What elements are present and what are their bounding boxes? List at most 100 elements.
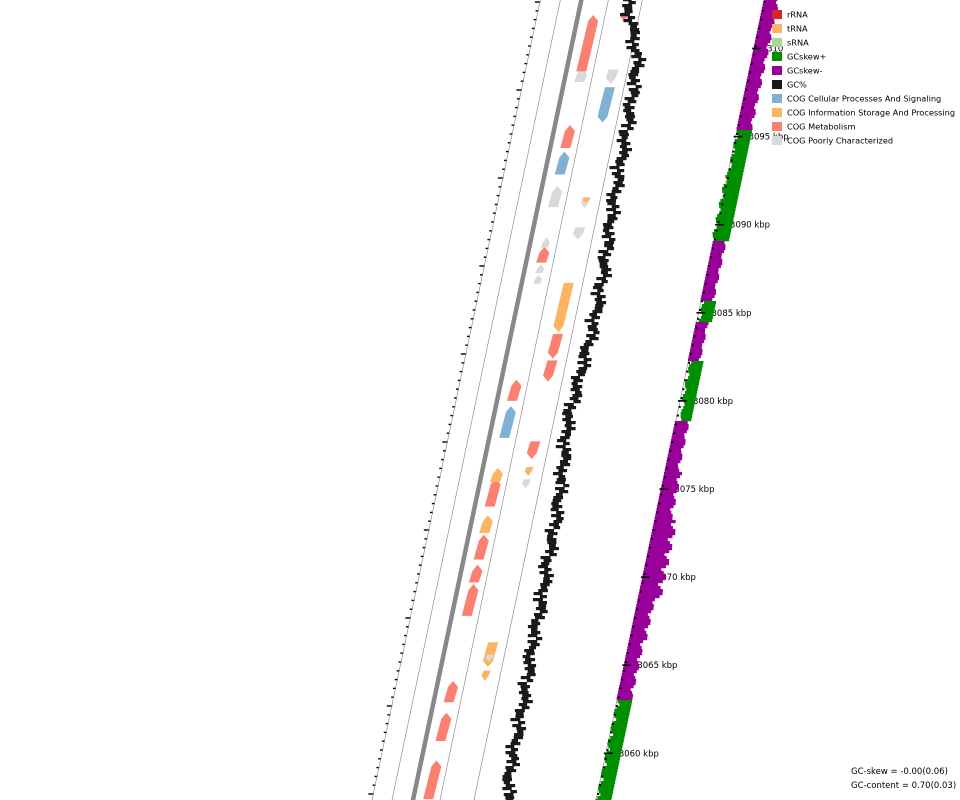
gc-content-bar: [594, 307, 603, 311]
gc-content-bar: [606, 199, 617, 203]
gc-content-bar: [502, 778, 513, 782]
gc-skew-bar: [606, 763, 619, 767]
gc-content-bar: [626, 118, 634, 122]
gc-content-bar: [505, 784, 516, 788]
gc-content-bar: [627, 100, 637, 104]
gc-skew-bar: [721, 187, 740, 191]
tick-mark: [730, 159, 733, 162]
gc-skew-bar: [711, 244, 726, 248]
gc-skew-bar: [614, 715, 629, 719]
gc-skew-bar: [621, 676, 636, 680]
tick-mark: [732, 150, 735, 153]
gc-skew-bar: [607, 742, 624, 746]
gc-skew-bar: [749, 64, 765, 68]
gc-skew-bar: [613, 733, 626, 737]
gc-content-bar: [506, 769, 517, 773]
gc-content-bar: [521, 697, 529, 701]
gc-skew-bar: [683, 400, 696, 404]
gc-skew-bar: [670, 439, 686, 443]
gc-skew-bar: [686, 388, 698, 392]
gc-content-bar: [503, 793, 514, 797]
gc-content-bar: [605, 232, 615, 236]
gc-content-bar: [502, 787, 512, 791]
gc-skew-bar: [694, 325, 708, 329]
gc-content-track: [502, 0, 647, 800]
gene-feature: [582, 197, 591, 203]
gc-content-bar: [613, 181, 623, 185]
gc-content-bar: [510, 748, 519, 752]
tick-mark: [717, 221, 720, 223]
legend-label: sRNA: [787, 38, 809, 48]
tick-mark: [663, 476, 666, 479]
gc-content-bar: [599, 265, 609, 269]
gene-feature: [597, 87, 615, 123]
gc-skew-bar: [730, 160, 746, 164]
gc-content-bar: [607, 220, 615, 224]
gc-skew-bar: [705, 277, 720, 281]
gc-content-bar: [634, 64, 645, 68]
legend-swatch: [772, 52, 782, 61]
gc-skew-bar: [737, 133, 752, 137]
tick-mark: [641, 581, 644, 584]
gc-skew-bar: [753, 49, 769, 53]
gc-skew-bar: [714, 238, 730, 242]
gc-skew-bar: [634, 610, 652, 614]
gc-skew-bar: [611, 724, 627, 728]
gc-content-bar: [609, 238, 616, 242]
gc-skew-bar: [637, 598, 655, 602]
gc-skew-bar: [716, 220, 734, 224]
gc-skew-bar: [693, 331, 705, 335]
gc-content-bar: [591, 316, 600, 320]
tick-mark: [658, 502, 661, 505]
gc-skew-bar: [689, 364, 703, 368]
gc-skew-bar: [601, 775, 617, 779]
tick-mark: [619, 687, 622, 690]
gc-skew-bar: [618, 688, 631, 692]
gc-content-bar: [541, 562, 550, 566]
legend-label: tRNA: [787, 24, 808, 34]
gc-content-bar: [563, 403, 574, 407]
gc-content-bar: [606, 208, 617, 212]
gc-skew-bar: [617, 694, 634, 698]
gc-content-bar: [552, 499, 562, 503]
gc-skew-bar: [633, 619, 651, 623]
gc-skew-bar: [740, 109, 756, 113]
gc-content-bar: [506, 760, 517, 764]
gc-skew-bar: [763, 0, 778, 2]
gc-skew-bar: [611, 730, 626, 734]
gc-skew-bar: [701, 292, 716, 296]
gc-skew-bar: [691, 343, 702, 347]
gc-content-bar: [538, 589, 548, 593]
gc-skew-bar: [756, 31, 770, 35]
gc-content-bar: [513, 736, 524, 740]
gc-skew-bar: [728, 169, 744, 173]
gc-content-bar: [621, 124, 631, 128]
gc-content-bar: [614, 175, 625, 179]
gc-skew-bar: [604, 757, 621, 761]
gc-content-bar: [525, 658, 536, 662]
gc-skew-bar: [742, 97, 759, 101]
gc-content-bar: [589, 313, 598, 317]
gc-skew-bar: [674, 421, 688, 425]
gc-skew-bar: [657, 502, 676, 506]
gc-skew-bar: [760, 13, 775, 17]
gc-content-bar: [580, 346, 589, 350]
gc-content-bar: [526, 679, 534, 683]
gene-feature: [473, 534, 489, 560]
tick-mark: [665, 467, 668, 470]
gc-content-bar: [586, 334, 596, 338]
gc-content-bar: [630, 28, 640, 32]
gene-feature: [560, 125, 575, 149]
gc-skew-bar: [681, 409, 694, 413]
gc-skew-bar: [723, 196, 739, 200]
gc-skew-bar: [598, 784, 615, 788]
gc-content-bar: [530, 643, 540, 647]
gc-skew-bar: [694, 328, 706, 332]
tick-mark: [760, 18, 763, 21]
gc-content-bar: [578, 367, 588, 371]
tick-mark: [621, 678, 624, 681]
gc-content-bar: [585, 340, 592, 344]
gc-skew-bar: [659, 493, 674, 497]
gc-skew-bar: [628, 643, 641, 647]
gc-skew-bar: [719, 205, 737, 209]
